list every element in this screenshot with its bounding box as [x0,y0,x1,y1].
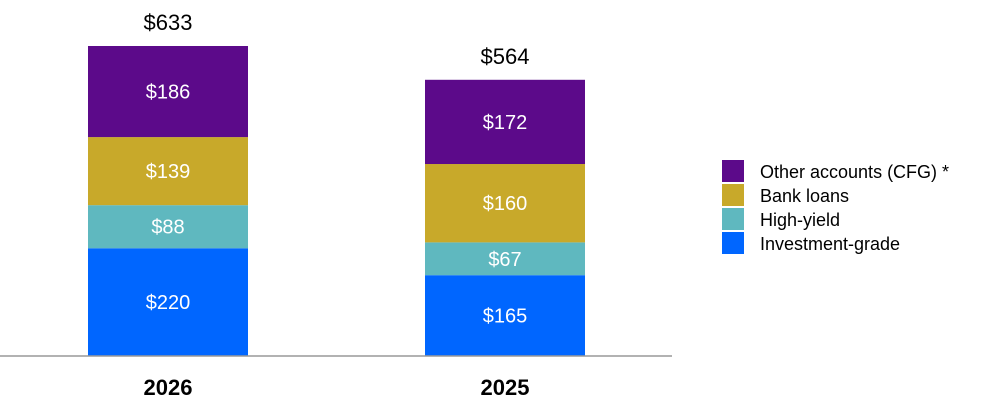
bar-segment-bank-loans-2025 [425,164,585,243]
legend-label-investment-grade: Investment-grade [760,234,900,254]
legend-item-investment-grade: Investment-grade [722,232,900,254]
data-label-investment-grade-2026: $220 [146,292,191,314]
data-label-high-yield-2026: $88 [151,217,184,239]
legend: Other accounts (CFG) * Bank loans High-yie… [722,160,949,254]
total-label-2026: $633 [144,10,193,35]
data-label-high-yield-2025: $67 [488,249,521,271]
labels-layer: $220 $88 $139 $186 $633 2026 $165 $67 $160 $172 $5… [144,10,530,400]
legend-swatch-high-yield [722,208,744,230]
bar-segment-high-yield-2026 [88,205,248,249]
legend-item-high-yield: High-yield [722,208,840,230]
data-label-bank-loans-2026: $139 [146,161,191,183]
category-label-2026: 2026 [144,375,193,400]
legend-swatch-investment-grade [722,232,744,254]
category-label-2025: 2025 [481,375,530,400]
data-label-other-accounts-cfg-2025: $172 [483,112,528,134]
legend-item-other-accounts-cfg: Other accounts (CFG) * [722,160,949,182]
bars-layer [88,46,585,356]
legend-item-bank-loans: Bank loans [722,184,849,206]
bar-segment-investment-grade-2025 [425,275,585,356]
bar-segment-other-accounts-cfg-2026 [88,46,248,138]
legend-label-bank-loans: Bank loans [760,186,849,206]
data-label-bank-loans-2025: $160 [483,193,528,215]
bar-segment-investment-grade-2026 [88,248,248,356]
legend-label-other-accounts-cfg: Other accounts (CFG) * [760,162,949,182]
data-label-investment-grade-2025: $165 [483,306,528,328]
bar-segment-bank-loans-2026 [88,137,248,206]
legend-label-high-yield: High-yield [760,210,840,230]
bar-segment-other-accounts-cfg-2025 [425,79,585,165]
bar-segment-high-yield-2025 [425,242,585,276]
total-label-2025: $564 [481,44,530,69]
legend-swatch-bank-loans [722,184,744,206]
data-label-other-accounts-cfg-2026: $186 [146,82,191,104]
legend-swatch-other-accounts-cfg [722,160,744,182]
